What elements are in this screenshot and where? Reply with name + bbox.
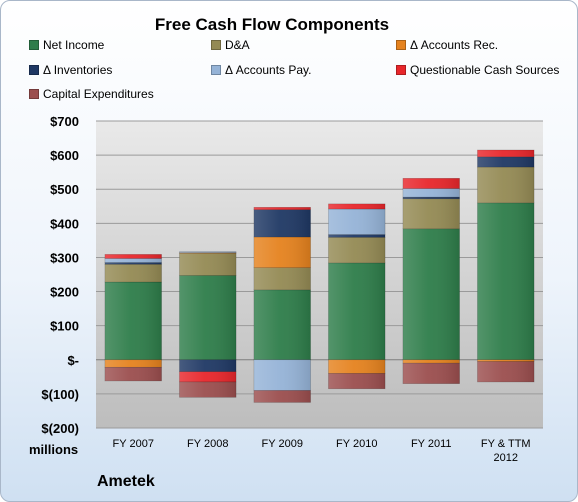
bar-segment-inventories [253,209,311,238]
bar-segment-d-a [328,237,386,264]
y-tick-label: $100 [50,319,79,334]
legend-item-questionable-cash-sources: Questionable Cash Sources [396,63,559,77]
x-tick-label: FY 2008 [187,438,228,450]
bar-segment-accounts-rec [402,359,460,364]
bar-segment-capital-expenditures [179,381,237,398]
legend-item-net-income: Net Income [29,38,104,52]
legend-swatch [29,89,39,99]
legend-item-capital-expenditures: Capital Expenditures [29,87,154,101]
legend-item-inventories: Δ Inventories [29,63,112,77]
bar-segment-accounts-rec [104,359,162,368]
y-tick-label: $- [67,353,79,368]
bar-segment-questionable-cash-sources [104,254,162,259]
bar-segment-net-income [328,262,386,361]
company-label: Ametek [97,473,155,490]
bar-segment-inventories [477,156,535,168]
legend-label: D&A [225,38,250,52]
y-tick-label: $300 [50,250,79,265]
bar-segment-questionable-cash-sources [477,149,535,158]
bar-segment-inventories [179,359,237,373]
y-tick-label: $(100) [41,387,79,402]
bar-segment-d-a [253,267,311,291]
plot-background [96,121,543,428]
legend-label: Δ Accounts Rec. [410,38,499,52]
bar-segment-accounts-rec [328,359,386,374]
y-tick-label: $400 [50,216,79,231]
x-tick-label: FY 2007 [113,438,154,450]
y-tick-label: $700 [50,114,79,129]
y-tick-label: $(200) [41,421,79,436]
units-label: millions [29,442,79,457]
legend-swatch [211,40,221,50]
bar-segment-capital-expenditures [328,373,386,390]
bar-segment-accounts-rec [253,236,311,268]
x-axis: FY 2007 FY 2008 FY 2009 FY 2010 FY 2011 FY & … [113,438,531,464]
y-tick-label: $500 [50,182,79,197]
x-tick-label: FY & TTM 2012 [481,438,531,464]
legend-label: Capital Expenditures [43,87,154,101]
bar-segment-d-a [104,263,162,283]
bar-segment-questionable-cash-sources [402,178,460,189]
bar-segment-accounts-pay [402,188,460,198]
bar-segment-capital-expenditures [477,361,535,383]
legend-label: Net Income [43,38,105,52]
bar-segment-d-a [179,253,237,276]
x-tick-label: FY 2011 [411,438,452,450]
legend-swatch [29,65,39,75]
bar-segment-accounts-pay [104,258,162,263]
bar-segment-net-income [104,281,162,361]
bar-segment-d-a [402,198,460,230]
x-tick-label: FY 2009 [262,438,303,450]
bar-segment-d-a [477,166,535,204]
bar-segment-questionable-cash-sources [253,207,311,210]
y-axis: $700 $600 $500 $400 $300 $200 $100 $- $(100) $(20… [41,114,79,436]
legend-item-d-a: D&A [211,38,250,52]
bar-segment-capital-expenditures [104,366,162,382]
bar-segment-net-income [402,228,460,361]
bar-segment-accounts-pay [179,251,237,253]
legend-label: Δ Inventories [43,63,113,77]
bar-segment-net-income [253,289,311,361]
bar-segment-net-income [477,202,535,361]
legend-label: Questionable Cash Sources [410,63,560,77]
bar-segment-accounts-pay [253,359,311,391]
bar-segment-questionable-cash-sources [179,371,237,383]
legend-swatch [396,65,406,75]
bar-segment-questionable-cash-sources [328,203,386,210]
y-tick-label: $600 [50,148,79,163]
bar-segment-accounts-pay [328,208,386,235]
gridlines [96,120,543,429]
y-tick-label: $200 [50,285,79,300]
chart-title: Free Cash Flow Components [154,15,390,34]
x-tick-label: FY 2010 [336,438,377,450]
legend-item-accounts-pay: Δ Accounts Pay. [211,63,312,77]
legend-label: Δ Accounts Pay. [225,63,312,77]
legend-swatch [396,40,406,50]
legend-swatch [29,40,39,50]
legend-swatch [211,65,221,75]
bar-segment-capital-expenditures [253,390,311,403]
bar-segment-inventories [328,234,386,238]
bar-segment-capital-expenditures [402,362,460,384]
bar-segment-net-income [179,275,237,361]
legend-item-accounts-rec: Δ Accounts Rec. [396,38,498,52]
